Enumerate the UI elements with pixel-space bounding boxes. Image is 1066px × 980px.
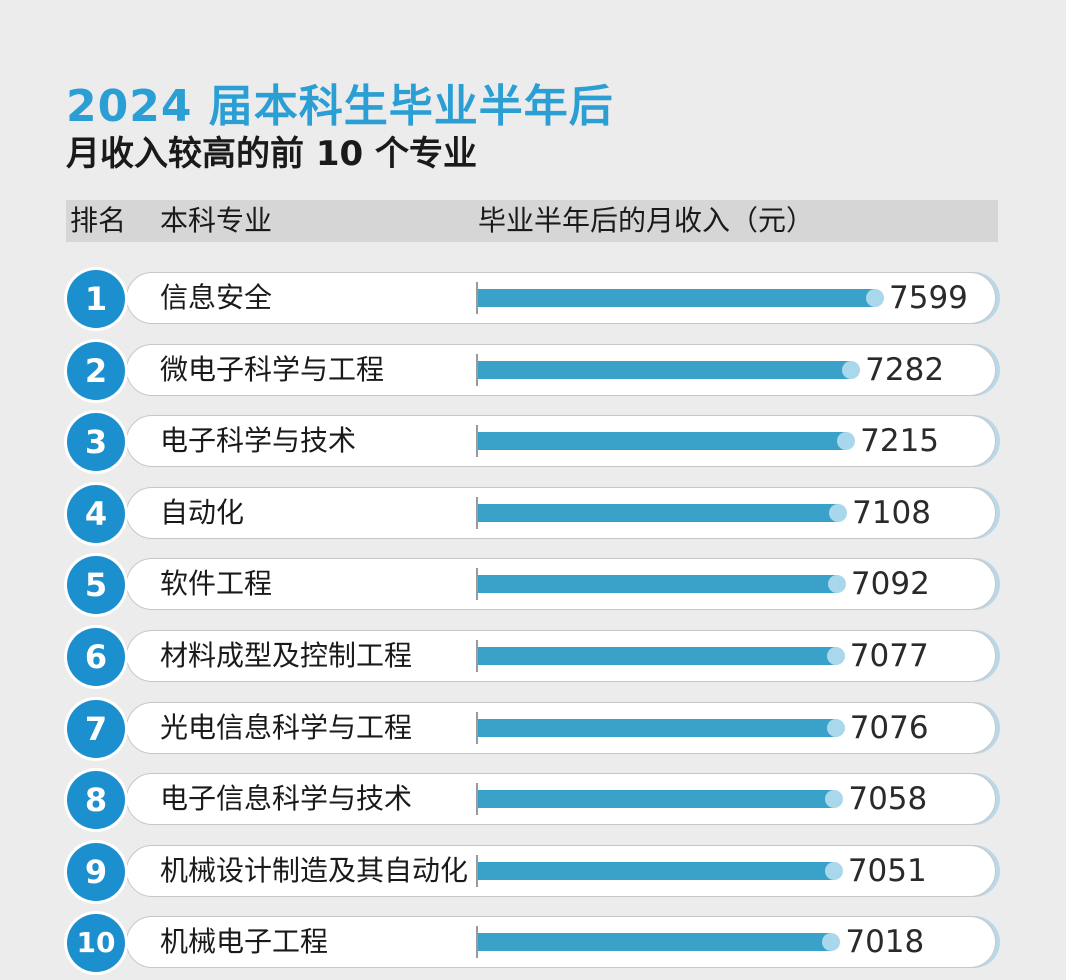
table-header-bar: [66, 200, 998, 242]
rank-badge: 6: [67, 628, 125, 686]
income-value-label: 7018: [845, 924, 925, 960]
bar-end-dot: [837, 432, 856, 450]
rank-badge: 3: [67, 413, 125, 471]
income-bar: [478, 790, 835, 808]
bar-axis-line: [476, 926, 478, 958]
major-name: 软件工程: [160, 567, 273, 600]
income-bar: [478, 862, 834, 880]
rank-badge: 7: [67, 700, 125, 758]
table-row: 8 电子信息科学与技术 7058: [0, 763, 1066, 835]
income-value-label: 7282: [865, 352, 945, 388]
header-rank: 排名: [70, 204, 127, 237]
bar-axis-line: [476, 354, 478, 386]
major-name: 自动化: [160, 496, 245, 529]
major-name: 信息安全: [160, 281, 273, 314]
bar-axis-line: [476, 712, 478, 744]
major-name: 电子科学与技术: [160, 424, 357, 457]
income-bar: [478, 719, 836, 737]
rank-badge: 1: [67, 270, 125, 328]
major-name: 材料成型及控制工程: [160, 639, 413, 672]
bar-axis-line: [476, 783, 478, 815]
table-row: 4 自动化 7108: [0, 477, 1066, 549]
table-row: 2 微电子科学与工程 7282: [0, 334, 1066, 406]
bar-end-dot: [822, 933, 841, 951]
header-major: 本科专业: [160, 204, 273, 237]
income-bar: [478, 647, 836, 665]
income-bar: [478, 933, 832, 951]
income-value-label: 7077: [849, 638, 929, 674]
income-value-label: 7058: [848, 781, 928, 817]
bar-axis-line: [476, 640, 478, 672]
rank-badge: 9: [67, 843, 125, 901]
major-name: 微电子科学与工程: [160, 353, 385, 386]
income-bar: [478, 289, 875, 307]
bar-end-dot: [825, 790, 844, 808]
major-name: 光电信息科学与工程: [160, 711, 413, 744]
income-bar: [478, 575, 837, 593]
income-bar: [478, 504, 839, 522]
table-row: 1 信息安全 7599: [0, 262, 1066, 334]
page-title: 2024 届本科生毕业半年后: [66, 81, 614, 132]
major-name: 机械设计制造及其自动化: [160, 854, 469, 887]
bar-axis-line: [476, 497, 478, 529]
header-income: 毕业半年后的月收入（元）: [478, 204, 815, 237]
table-row: 7 光电信息科学与工程 7076: [0, 692, 1066, 764]
rank-badge: 5: [67, 556, 125, 614]
bar-end-dot: [866, 289, 884, 307]
income-value-label: 7092: [850, 566, 930, 602]
bar-end-dot: [824, 862, 843, 880]
bar-axis-line: [476, 855, 478, 887]
major-name: 机械电子工程: [160, 925, 329, 958]
bar-axis-line: [476, 568, 478, 600]
bar-axis-line: [476, 282, 478, 314]
table-row: 9 机械设计制造及其自动化 7051: [0, 835, 1066, 907]
income-bar: [478, 432, 847, 450]
bar-axis-line: [476, 425, 478, 457]
income-value-label: 7051: [847, 853, 927, 889]
rank-badge: 4: [67, 485, 125, 543]
bar-end-dot: [827, 575, 846, 593]
table-row: 6 材料成型及控制工程 7077: [0, 620, 1066, 692]
income-value-label: 7108: [852, 495, 932, 531]
table-row: 3 电子科学与技术 7215: [0, 405, 1066, 477]
page-subtitle: 月收入较高的前 10 个专业: [66, 134, 477, 174]
bar-end-dot: [826, 719, 845, 737]
income-value-label: 7076: [849, 710, 929, 746]
bar-end-dot: [826, 647, 845, 665]
bar-end-dot: [842, 361, 861, 379]
income-bar: [478, 361, 852, 379]
table-row: 5 软件工程 7092: [0, 548, 1066, 620]
rank-badge: 8: [67, 771, 125, 829]
row-background: [126, 773, 996, 825]
income-value-label: 7599: [889, 280, 968, 316]
rank-badge: 10: [67, 914, 125, 972]
bar-end-dot: [829, 504, 848, 522]
rank-badge: 2: [67, 342, 125, 400]
major-name: 电子信息科学与技术: [160, 782, 413, 815]
income-value-label: 7215: [860, 423, 940, 459]
table-row: 10 机械电子工程 7018: [0, 906, 1066, 978]
